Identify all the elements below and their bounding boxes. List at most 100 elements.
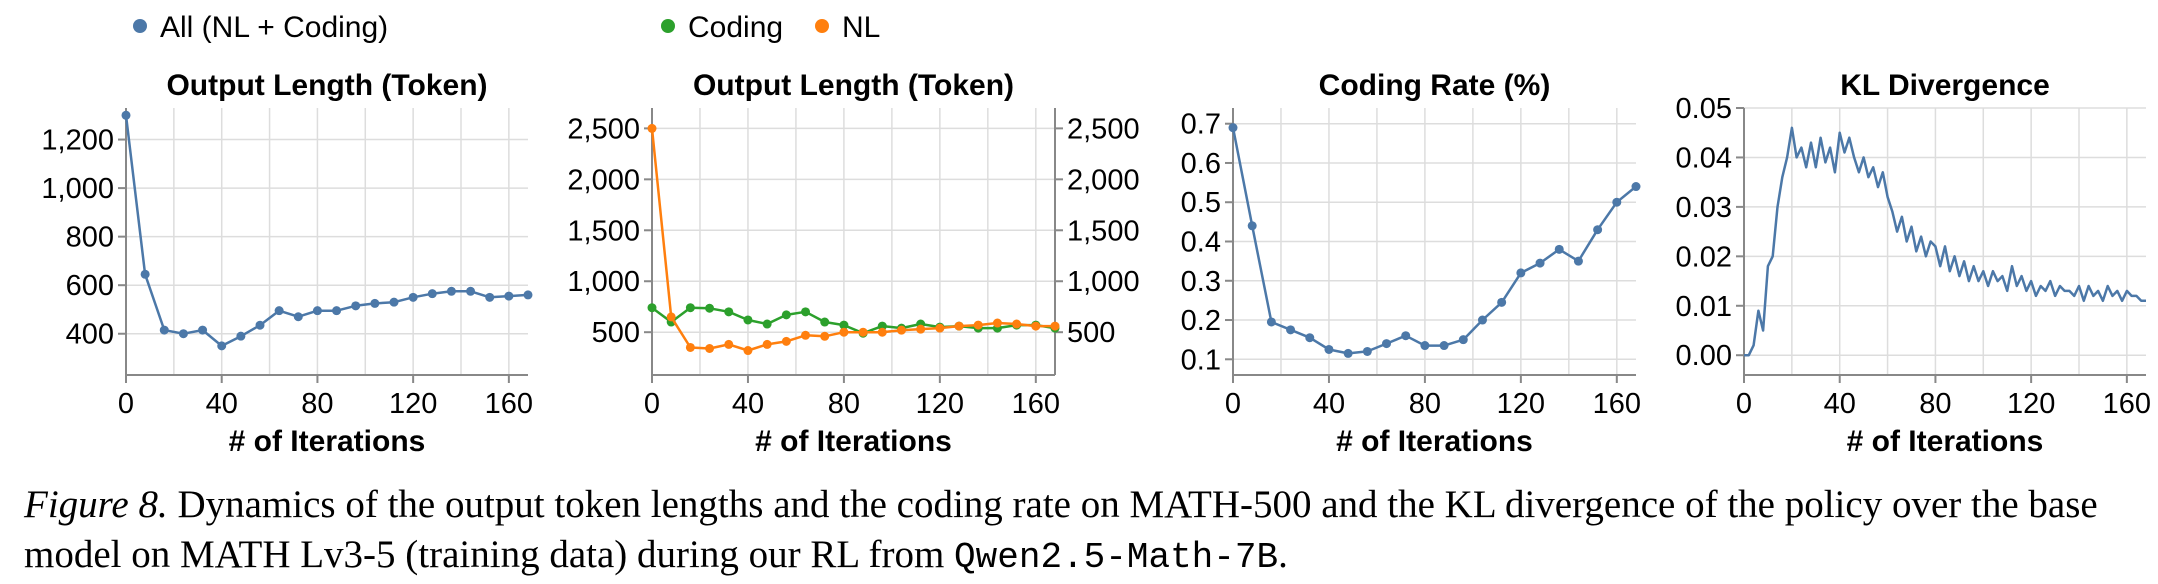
y-tick-label: 0.1 xyxy=(1181,344,1221,376)
x-tick-label: 0 xyxy=(1736,388,1752,420)
right-y-tick-label: 500 xyxy=(1067,317,1115,349)
data-point xyxy=(217,341,227,351)
panel-title: Output Length (Token) xyxy=(693,69,1014,102)
series-line xyxy=(1231,127,1637,355)
data-point xyxy=(801,307,811,317)
right-y-tick-label: 2,500 xyxy=(1067,113,1140,145)
x-axis-label: # of Iterations xyxy=(1336,425,1533,458)
x-tick-label: 120 xyxy=(916,388,964,420)
data-point xyxy=(858,327,868,337)
data-point xyxy=(293,312,303,322)
panel-kl-divergence: 0 40 80 120 160 0.00 0.01 0.02 0.03 0.04 0.05 KL Di… xyxy=(1676,69,2152,458)
data-point xyxy=(1324,344,1334,354)
y-tick-label: 1,500 xyxy=(567,215,640,247)
y-tick-label: 0.2 xyxy=(1181,305,1221,337)
data-point xyxy=(877,327,887,337)
data-point xyxy=(1305,333,1315,343)
data-point xyxy=(1573,256,1583,266)
data-point xyxy=(973,320,983,330)
x-tick-label: 160 xyxy=(2103,388,2151,420)
y-tick-label: 0.4 xyxy=(1181,227,1221,259)
data-point xyxy=(954,321,964,331)
data-point xyxy=(685,303,695,313)
panel-title: Output Length (Token) xyxy=(166,69,487,102)
y-tick-label: 0.04 xyxy=(1676,142,1732,174)
data-point xyxy=(1458,335,1468,345)
data-point xyxy=(1362,346,1372,356)
data-point xyxy=(1439,341,1449,351)
x-tick-label: 40 xyxy=(732,388,764,420)
data-point xyxy=(992,318,1002,328)
data-point xyxy=(1228,123,1238,133)
data-point xyxy=(685,342,695,352)
data-point xyxy=(1516,268,1526,278)
data-point xyxy=(666,312,676,322)
x-tick-label: 120 xyxy=(1497,388,1545,420)
legend-marker-coding xyxy=(661,19,675,33)
data-point xyxy=(1554,244,1564,254)
legend-label-nl: NL xyxy=(842,11,880,44)
data-point xyxy=(1382,339,1392,349)
data-point xyxy=(935,323,945,333)
y-tick-label: 800 xyxy=(66,222,114,254)
data-point xyxy=(839,320,849,330)
x-tick-label: 0 xyxy=(644,388,660,420)
data-point xyxy=(312,306,322,316)
figure: All (NL + Coding) Coding NL 0 40 80 120 160 4… xyxy=(41,11,2152,458)
x-tick-label: 0 xyxy=(118,388,134,420)
data-point xyxy=(332,306,342,316)
data-point xyxy=(1050,321,1060,331)
y-tick-label: 2,000 xyxy=(567,164,640,196)
x-axis-label: # of Iterations xyxy=(1847,425,2044,458)
legend-item-all: All (NL + Coding) xyxy=(133,11,388,44)
series-line xyxy=(651,306,1056,335)
data-point xyxy=(647,123,657,133)
data-point xyxy=(121,110,131,120)
data-point xyxy=(781,336,791,346)
data-point xyxy=(1420,341,1430,351)
legend-marker-all xyxy=(133,19,147,33)
data-point xyxy=(1631,182,1641,192)
data-point xyxy=(1593,225,1603,235)
y-tick-label: 1,200 xyxy=(41,125,114,157)
data-point xyxy=(1477,315,1487,325)
x-tick-label: 40 xyxy=(206,388,238,420)
x-axis-label: # of Iterations xyxy=(755,425,952,458)
data-point xyxy=(1535,258,1545,268)
data-point xyxy=(427,289,437,299)
data-point xyxy=(916,324,926,334)
x-tick-label: 160 xyxy=(1012,388,1060,420)
series-line xyxy=(1744,126,2146,357)
y-tick-label: 0.00 xyxy=(1676,340,1732,372)
y-tick-label: 500 xyxy=(592,317,640,349)
x-tick-label: 80 xyxy=(828,388,860,420)
x-tick-label: 80 xyxy=(301,388,333,420)
data-point xyxy=(140,269,150,279)
data-point xyxy=(485,292,495,302)
data-point xyxy=(647,303,657,313)
data-point xyxy=(801,330,811,340)
data-point xyxy=(762,339,772,349)
data-point xyxy=(705,303,715,313)
data-point xyxy=(1286,325,1296,335)
x-tick-label: 120 xyxy=(2007,388,2055,420)
data-point xyxy=(743,315,753,325)
data-point xyxy=(1343,348,1353,358)
data-point xyxy=(820,331,830,341)
data-point xyxy=(370,298,380,308)
caption-text: Dynamics of the output token lengths and… xyxy=(24,483,2098,576)
panel-output-length-split: 0 40 80 120 160 500 500 1,000 1,000 1,500 1,500 2,0… xyxy=(567,69,1139,458)
y-tick-label: 0.03 xyxy=(1676,192,1732,224)
y-tick-label: 0.5 xyxy=(1181,187,1221,219)
data-point xyxy=(446,286,456,296)
x-axis-label: # of Iterations xyxy=(229,425,426,458)
data-point xyxy=(504,291,514,301)
y-tick-label: 600 xyxy=(66,270,114,302)
data-point xyxy=(255,320,265,330)
y-tick-label: 1,000 xyxy=(567,266,640,298)
data-point xyxy=(274,306,284,316)
data-point xyxy=(1012,319,1022,329)
data-point xyxy=(724,339,734,349)
x-tick-label: 40 xyxy=(1824,388,1856,420)
data-point xyxy=(839,327,849,337)
